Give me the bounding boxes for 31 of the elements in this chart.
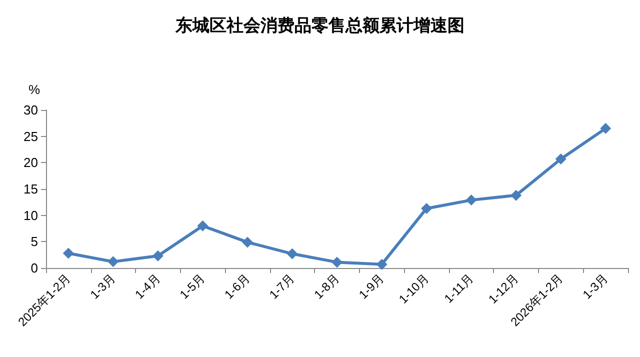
x-tick-label: 1-5月 (177, 271, 208, 302)
y-tick-label: 10 (24, 208, 38, 223)
point (421, 202, 432, 214)
point (332, 256, 342, 268)
point (600, 122, 612, 134)
y-tick-label: 30 (24, 102, 38, 118)
x-tick-label: 1-8月 (311, 271, 342, 302)
point (197, 220, 208, 232)
x-tick-label: 1-6月 (222, 271, 252, 302)
point (510, 190, 522, 201)
x-tick-label: 1-4月 (132, 271, 163, 302)
point (152, 250, 164, 262)
point (62, 248, 74, 259)
point (108, 256, 119, 268)
point (555, 153, 566, 164)
point (376, 258, 388, 270)
chart-title: 东城区社会消费品零售总额累计增速图 (174, 16, 464, 35)
y-tick-label: 15 (24, 182, 38, 196)
x-tick-label: 1-3月 (580, 271, 611, 302)
point (466, 194, 477, 206)
y-tick-label: 5 (30, 234, 38, 250)
point (286, 248, 298, 260)
y-tick-label: 25 (24, 128, 38, 144)
x-tick-label: 1-7月 (266, 271, 298, 302)
x-tick-label: 1-9月 (356, 271, 387, 302)
y-axis-title: % (28, 82, 40, 97)
y-tick-label: 20 (24, 155, 38, 170)
point (242, 236, 253, 248)
x-tick-label: 1-11月 (442, 271, 476, 306)
x-tick-label: 1-3月 (87, 271, 118, 302)
y-tick-label: 0 (30, 260, 38, 276)
